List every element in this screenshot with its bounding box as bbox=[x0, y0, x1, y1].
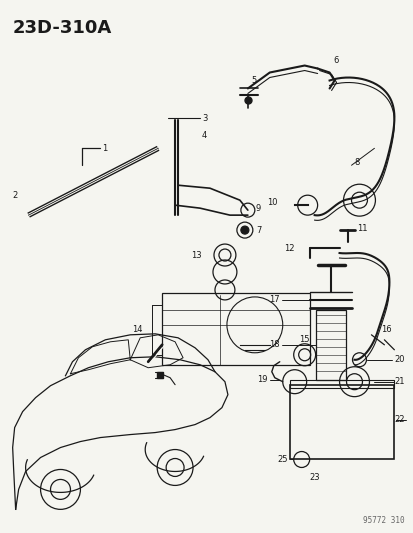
Text: 15: 15 bbox=[299, 335, 309, 344]
Text: 14: 14 bbox=[131, 325, 142, 334]
Text: 13: 13 bbox=[191, 251, 202, 260]
Text: 4: 4 bbox=[202, 131, 207, 140]
Text: 6: 6 bbox=[333, 56, 338, 65]
Bar bbox=[289, 385, 394, 459]
Text: 20: 20 bbox=[394, 356, 404, 364]
Text: 17: 17 bbox=[268, 295, 279, 304]
Text: 8: 8 bbox=[354, 158, 359, 167]
Text: 1: 1 bbox=[102, 144, 107, 153]
Text: 5: 5 bbox=[251, 76, 256, 85]
Circle shape bbox=[240, 226, 248, 234]
Text: 21: 21 bbox=[394, 377, 404, 386]
Text: 19: 19 bbox=[256, 375, 267, 384]
Text: 18: 18 bbox=[268, 340, 279, 349]
Text: 23: 23 bbox=[309, 473, 319, 482]
Text: 3: 3 bbox=[202, 114, 207, 123]
Text: 16: 16 bbox=[380, 325, 391, 334]
Text: 7: 7 bbox=[255, 225, 261, 235]
Bar bbox=[162, 293, 309, 365]
Text: 10: 10 bbox=[267, 198, 277, 207]
Bar bbox=[289, 379, 394, 387]
Text: 2: 2 bbox=[13, 191, 18, 200]
Text: 23D-310A: 23D-310A bbox=[13, 19, 112, 37]
Text: 22: 22 bbox=[394, 415, 404, 424]
Text: 11: 11 bbox=[357, 224, 367, 232]
Text: 12: 12 bbox=[283, 244, 294, 253]
Bar bbox=[315, 310, 345, 379]
Text: 25: 25 bbox=[277, 455, 287, 464]
Text: 95772 310: 95772 310 bbox=[362, 516, 404, 526]
Text: 9: 9 bbox=[255, 204, 261, 213]
